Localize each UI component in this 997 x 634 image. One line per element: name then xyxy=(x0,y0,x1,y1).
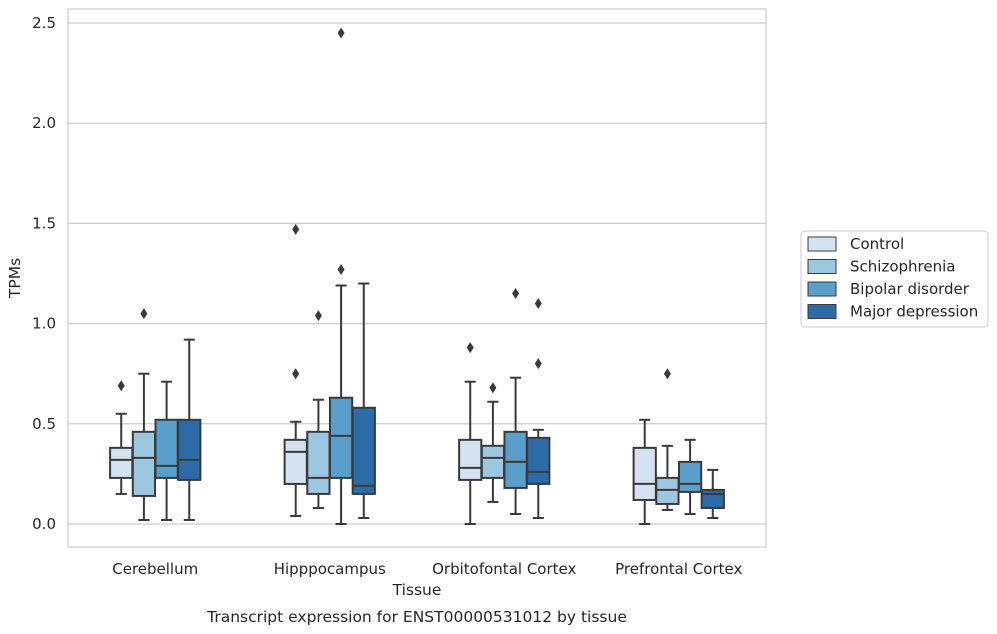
box-iqr xyxy=(458,438,483,481)
x-tick-label: Orbitofontal Cortex xyxy=(432,560,576,578)
plot-frame xyxy=(67,8,767,548)
box-iqr xyxy=(503,430,528,489)
boxes xyxy=(109,27,725,525)
box-iqr xyxy=(131,430,157,497)
box-iqr xyxy=(526,436,551,485)
y-axis-label: TPMs xyxy=(6,258,24,299)
legend-swatch xyxy=(807,236,837,252)
box-major-depression xyxy=(526,298,551,519)
box-iqr xyxy=(283,438,308,485)
box-iqr xyxy=(306,430,331,495)
y-tick-label: 2.5 xyxy=(32,14,56,32)
box-iqr xyxy=(655,476,680,505)
box-iqr xyxy=(480,444,506,479)
box-schizophrenia xyxy=(131,308,157,521)
legend-label: Schizophrenia xyxy=(850,258,955,276)
y-tick-label: 2.0 xyxy=(32,114,56,132)
outlier-point xyxy=(663,368,671,380)
outlier-point xyxy=(534,358,542,370)
chart-caption: Transcript expression for ENST0000053101… xyxy=(206,608,627,626)
box-iqr xyxy=(351,406,376,495)
box-control xyxy=(458,342,483,525)
outlier-point xyxy=(314,310,322,322)
x-tick-label: Prefrontal Cortex xyxy=(615,560,742,578)
y-tick-label: 0.5 xyxy=(32,415,56,433)
legend: Control Schizophrenia Bipolar disorder Majo… xyxy=(800,230,989,328)
box-iqr xyxy=(328,396,354,479)
legend-label: Control xyxy=(850,235,904,253)
outlier-point xyxy=(512,288,520,300)
outlier-point xyxy=(466,342,474,354)
box-bipolar-disorder xyxy=(154,380,179,521)
outlier-point xyxy=(292,368,300,380)
box-iqr xyxy=(109,446,134,479)
outlier-point xyxy=(337,263,345,275)
outlier-point xyxy=(534,298,542,310)
outlier-point xyxy=(117,380,125,392)
y-tick-labels: 0.0 0.5 1.0 1.5 2.0 2.5 xyxy=(32,14,56,533)
x-tick-labels: Cerebellum Hipppocampus Orbitofontal Corte… xyxy=(112,560,742,578)
box-major-depression xyxy=(700,468,725,519)
x-tick-label: Cerebellum xyxy=(112,560,198,578)
box-iqr xyxy=(177,418,202,481)
box-bipolar-disorder xyxy=(328,27,354,525)
y-tick-label: 1.0 xyxy=(32,315,56,333)
box-bipolar-disorder xyxy=(677,438,703,515)
x-axis-label: Tissue xyxy=(392,581,442,599)
legend-swatch xyxy=(807,304,837,319)
box-control xyxy=(632,418,657,525)
outlier-point xyxy=(489,382,497,394)
y-tick-label: 1.5 xyxy=(32,214,56,232)
legend-frame xyxy=(800,230,989,328)
box-iqr xyxy=(632,446,657,501)
box-iqr xyxy=(700,488,725,509)
legend-label: Bipolar disorder xyxy=(850,280,970,298)
outlier-point xyxy=(292,223,300,235)
box-major-depression xyxy=(351,282,376,519)
box-iqr xyxy=(677,460,703,493)
legend-swatch xyxy=(807,281,837,297)
legend-label: Major depression xyxy=(850,303,978,321)
y-tick-label: 0.0 xyxy=(32,515,56,533)
box-major-depression xyxy=(177,338,202,521)
box-bipolar-disorder xyxy=(503,288,528,515)
legend-swatch xyxy=(807,259,837,274)
x-tick-label: Hipppocampus xyxy=(274,560,386,578)
outlier-point xyxy=(337,27,345,39)
outlier-point xyxy=(140,308,148,320)
box-iqr xyxy=(154,418,179,479)
